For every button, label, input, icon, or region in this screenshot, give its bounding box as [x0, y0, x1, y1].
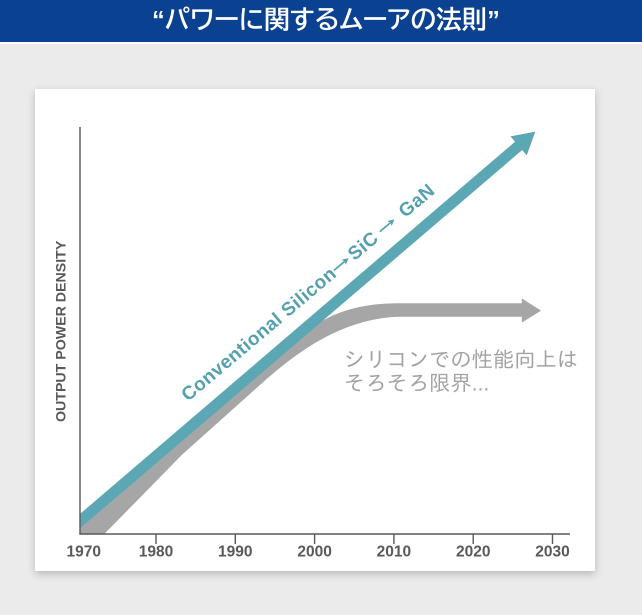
svg-text:2010: 2010 — [377, 544, 411, 561]
svg-text:2000: 2000 — [297, 544, 331, 561]
svg-text:SiC: SiC — [344, 228, 383, 265]
svg-text:2020: 2020 — [456, 544, 490, 561]
svg-text:OUTPUT POWER DENSITY: OUTPUT POWER DENSITY — [54, 240, 70, 422]
svg-text:1980: 1980 — [139, 544, 173, 561]
svg-text:1970: 1970 — [66, 544, 100, 561]
svg-text:1990: 1990 — [218, 544, 252, 561]
svg-text:2030: 2030 — [535, 544, 569, 561]
